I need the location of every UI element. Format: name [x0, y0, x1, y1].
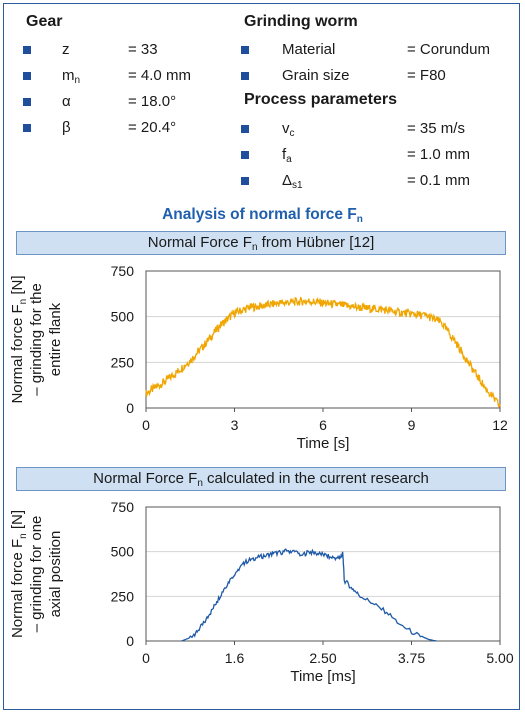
gear-param-0-bullet: [23, 46, 31, 54]
chart2-y-axis-label: Normal force Fn [N] – grinding for one axi…: [9, 510, 64, 638]
chart2-x-tick-label: 2.50: [309, 650, 336, 666]
worm-param-0-symbol: Material: [282, 41, 336, 58]
worm-param-1-symbol: Grain size: [282, 67, 350, 84]
chart2-plot-area: [145, 506, 501, 642]
chart2-y-axis-label-line: Normal force Fn [N]: [9, 510, 29, 638]
analysis-title: Analysis of normal force Fn: [162, 206, 363, 225]
chart1-y-axis-label-line: – grinding for the: [28, 283, 45, 396]
chart1-banner: Normal Force Fn from Hübner [12]: [16, 231, 506, 255]
gear-heading: Gear: [26, 13, 63, 30]
gear-param-1-symbol: mn: [62, 67, 81, 86]
worm-param-0-bullet: [241, 46, 249, 54]
gear-param-3-value: = 20.4°: [128, 119, 177, 136]
figure-frame: Gear z = 33 mn = 4.0 mm α = 18.0° β = 20.4° Gri…: [3, 3, 520, 710]
gear-param-3-bullet: [23, 124, 31, 132]
chart1-y-axis-label-line: Normal force Fn [N]: [9, 275, 29, 403]
gear-param-2-bullet: [23, 98, 31, 106]
chart-hubner-normal-force: 0 250 500 750 0 3 6 9 12 Time [s] Normal force Fn …: [9, 263, 508, 452]
process-param-1-bullet: [241, 151, 249, 159]
chart1-x-tick-label: 3: [231, 417, 239, 433]
chart1-series-line: [145, 296, 501, 409]
chart1-y-tick-label: 500: [111, 309, 135, 325]
process-param-2-value: = 0.1 mm: [407, 172, 470, 189]
process-param-1-value: = 1.0 mm: [407, 146, 470, 163]
chart1-x-tick-label: 9: [408, 417, 416, 433]
gear-param-0-symbol: z: [62, 41, 70, 58]
chart2-banner: Normal Force Fn calculated in the curren…: [16, 467, 506, 491]
process-param-0-symbol: vc: [282, 120, 295, 139]
chart2-series-line: [181, 548, 437, 642]
gear-param-2-symbol: α: [62, 93, 71, 110]
chart1-plot-area: [145, 270, 501, 409]
chart1-y-tick-label: 0: [126, 400, 134, 416]
chart1-y-axis-label: Normal force Fn [N] – grinding for the ent…: [9, 275, 64, 403]
gear-param-0-value: = 33: [128, 41, 158, 58]
chart1-y-axis-label-line: entire flank: [47, 302, 64, 376]
worm-param-1-value: = F80: [407, 67, 446, 84]
chart2-x-tick-label: 5.00: [486, 650, 513, 666]
gear-param-1-bullet: [23, 72, 31, 80]
chart1-x-tick-label: 12: [492, 417, 508, 433]
chart1-x-tick-label: 0: [142, 417, 150, 433]
gear-param-2-value: = 18.0°: [128, 93, 177, 110]
worm-param-0-value: = Corundum: [407, 41, 490, 58]
process-param-0-value: = 35 m/s: [407, 120, 465, 137]
chart2-y-tick-label: 500: [111, 544, 135, 560]
chart-current-research-normal-force: 0 250 500 750 0 1.6 2.50 3.75 5.00 Time [ms] Norma…: [9, 499, 514, 685]
chart2-x-tick-label: 0: [142, 650, 150, 666]
gear-param-1-value: = 4.0 mm: [128, 67, 191, 84]
chart2-x-tick-label: 1.6: [225, 650, 245, 666]
chart1-y-tick-label: 750: [111, 263, 135, 279]
chart2-y-tick-label: 750: [111, 499, 135, 515]
chart1-y-tick-label: 250: [111, 354, 135, 370]
chart2-y-tick-label: 250: [111, 588, 135, 604]
chart2-y-axis-label-line: axial position: [47, 531, 64, 618]
process-parameters-heading: Process parameters: [244, 91, 397, 108]
worm-param-1-bullet: [241, 72, 249, 80]
process-param-0-bullet: [241, 125, 249, 133]
chart2-x-tick-label: 3.75: [398, 650, 425, 666]
chart2-y-tick-label: 0: [126, 633, 134, 649]
chart2-x-axis-label: Time [ms]: [290, 668, 355, 685]
grinding-worm-heading: Grinding worm: [244, 13, 358, 30]
process-param-1-symbol: fa: [282, 146, 292, 165]
gear-param-3-symbol: β: [62, 119, 71, 136]
process-param-2-symbol: Δs1: [282, 172, 303, 191]
process-param-2-bullet: [241, 177, 249, 185]
chart2-y-axis-label-line: – grinding for one: [28, 516, 45, 633]
chart1-x-axis-label: Time [s]: [297, 435, 350, 452]
chart1-x-tick-label: 6: [319, 417, 327, 433]
